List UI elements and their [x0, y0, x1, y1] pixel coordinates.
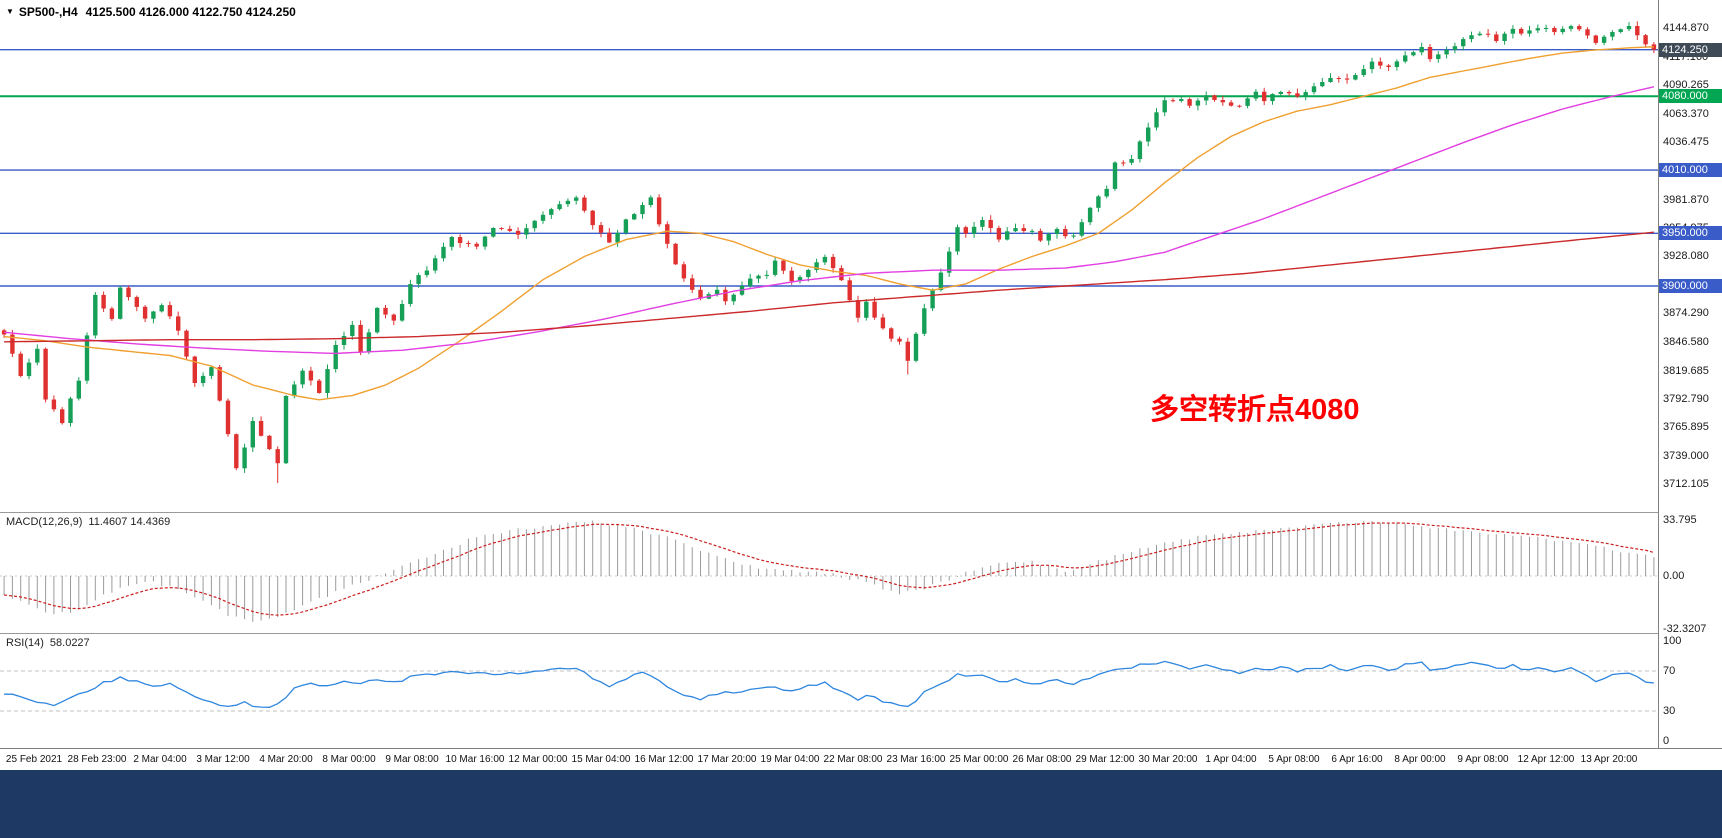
price-axis-tick-label: 3739.000 — [1663, 449, 1709, 462]
panel-separator[interactable] — [0, 633, 1722, 634]
time-axis-label: 25 Feb 2021 — [5, 754, 63, 765]
time-axis-label: 12 Apr 12:00 — [1517, 754, 1575, 765]
macd-scale-label: -32.3207 — [1663, 623, 1707, 635]
price-axis-tick-label: 3874.290 — [1663, 307, 1709, 320]
macd-values: 11.4607 14.4369 — [88, 516, 171, 528]
time-axis-label: 26 Mar 08:00 — [1012, 754, 1072, 765]
time-axis-label: 4 Mar 20:00 — [259, 754, 313, 765]
macd-scale-label: 33.795 — [1663, 514, 1697, 526]
symbol-period-label: SP500-,H4 — [18, 5, 78, 19]
rsi-scale-label: 0 — [1663, 735, 1670, 747]
time-axis-label: 8 Apr 00:00 — [1394, 754, 1446, 765]
hline-price-marker: 3900.000 — [1659, 278, 1722, 293]
price-axis-tick-label: 3981.870 — [1663, 193, 1709, 206]
collapse-arrow-icon[interactable]: ▼ — [6, 7, 14, 16]
price-axis-tick-label: 4144.870 — [1663, 21, 1709, 34]
time-axis-label: 1 Apr 04:00 — [1205, 754, 1257, 765]
macd-label: MACD(12,26,9) 11.4607 14.4369 — [6, 516, 170, 528]
title-ohlc-values: 4125.500 4126.000 4122.750 4124.250 — [85, 5, 296, 19]
chart-title: ▼ SP500-,H4 4125.500 4126.000 4122.750 412… — [6, 5, 296, 19]
time-axis-label: 9 Apr 08:00 — [1457, 754, 1509, 765]
time-axis-label: 23 Mar 16:00 — [886, 754, 946, 765]
price-axis-tick-label: 3846.580 — [1663, 336, 1709, 349]
rsi-chart-canvas[interactable] — [0, 634, 1658, 748]
bottom-bar — [0, 770, 1722, 838]
macd-indicator-name: MACD(12,26,9) — [6, 516, 83, 528]
time-axis-label: 8 Mar 00:00 — [322, 754, 376, 765]
price-axis[interactable]: 4144.870 4117.160 4090.265 4063.370 4036.475… — [1658, 0, 1722, 748]
time-axis[interactable]: 25 Feb 2021 28 Feb 23:00 2 Mar 04:00 3 Mar … — [0, 748, 1722, 770]
price-axis-tick-label: 3819.685 — [1663, 364, 1709, 377]
time-axis-label: 28 Feb 23:00 — [67, 754, 127, 765]
rsi-scale-label: 30 — [1663, 705, 1676, 717]
time-axis-label: 16 Mar 12:00 — [634, 754, 694, 765]
price-axis-tick-label: 3792.790 — [1663, 392, 1709, 405]
time-axis-label: 3 Mar 12:00 — [196, 754, 250, 765]
time-axis-label: 6 Apr 16:00 — [1331, 754, 1383, 765]
price-axis-tick-label: 3928.080 — [1663, 250, 1709, 263]
time-axis-label: 17 Mar 20:00 — [697, 754, 757, 765]
time-axis-label: 19 Mar 04:00 — [760, 754, 820, 765]
time-axis-label: 29 Mar 12:00 — [1075, 754, 1135, 765]
rsi-value: 58.0227 — [49, 637, 90, 649]
price-axis-tick-label: 3712.105 — [1663, 477, 1709, 490]
rsi-panel[interactable]: RSI(14) 58.0227 — [0, 634, 1658, 748]
current-price-marker: 4124.250 — [1659, 42, 1722, 57]
rsi-label: RSI(14) 58.0227 — [6, 637, 90, 649]
time-axis-label: 10 Mar 16:00 — [445, 754, 505, 765]
annotation-text: 多空转折点4080 — [1150, 394, 1360, 426]
time-axis-label: 2 Mar 04:00 — [133, 754, 187, 765]
time-axis-label: 13 Apr 20:00 — [1580, 754, 1638, 765]
time-axis-label: 15 Mar 04:00 — [571, 754, 631, 765]
macd-panel[interactable]: MACD(12,26,9) 11.4607 14.4369 — [0, 513, 1658, 633]
price-axis-tick-label: 4036.475 — [1663, 136, 1709, 149]
hline-price-marker: 4080.000 — [1659, 89, 1722, 104]
price-axis-tick-label: 4090.265 — [1663, 79, 1709, 92]
time-axis-label: 9 Mar 08:00 — [385, 754, 439, 765]
panel-separator[interactable] — [0, 512, 1722, 513]
time-axis-label: 30 Mar 20:00 — [1138, 754, 1198, 765]
price-axis-tick-label: 4063.370 — [1663, 107, 1709, 120]
price-panel[interactable]: ▼ SP500-,H4 4125.500 4126.000 4122.750 412… — [0, 0, 1658, 512]
hline-price-marker: 4010.000 — [1659, 163, 1722, 178]
rsi-scale-label: 70 — [1663, 665, 1676, 677]
macd-scale-label: 0.00 — [1663, 570, 1685, 582]
time-axis-label: 22 Mar 08:00 — [823, 754, 883, 765]
price-axis-tick-label: 3765.895 — [1663, 421, 1709, 434]
time-axis-label: 25 Mar 00:00 — [949, 754, 1009, 765]
macd-chart-canvas[interactable] — [0, 513, 1658, 633]
time-axis-label: 12 Mar 00:00 — [508, 754, 568, 765]
hline-price-marker: 3950.000 — [1659, 226, 1722, 241]
time-axis-label: 5 Apr 08:00 — [1268, 754, 1320, 765]
rsi-scale-label: 100 — [1663, 635, 1682, 647]
price-chart-canvas[interactable] — [0, 0, 1658, 512]
rsi-indicator-name: RSI(14) — [6, 637, 44, 649]
